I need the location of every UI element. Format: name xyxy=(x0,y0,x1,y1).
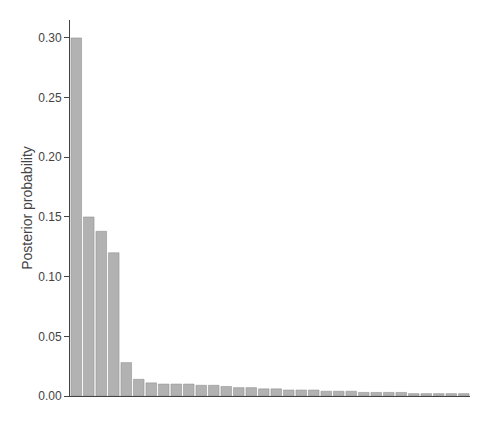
svg-text:0.20: 0.20 xyxy=(38,150,62,164)
svg-text:Posterior probability: Posterior probability xyxy=(19,146,35,270)
svg-text:0.30: 0.30 xyxy=(38,31,62,45)
svg-text:0.25: 0.25 xyxy=(38,91,62,105)
svg-text:0.10: 0.10 xyxy=(38,270,62,284)
svg-text:0.05: 0.05 xyxy=(38,330,62,344)
svg-text:0.15: 0.15 xyxy=(38,210,62,224)
svg-text:0.00: 0.00 xyxy=(38,389,62,403)
